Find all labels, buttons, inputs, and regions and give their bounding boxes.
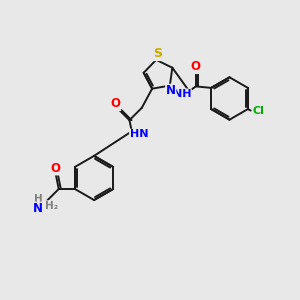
Text: N: N [166, 84, 176, 98]
Text: HN: HN [130, 129, 148, 139]
Text: O: O [111, 98, 121, 110]
Text: H: H [34, 194, 43, 204]
Text: N: N [33, 202, 43, 215]
Text: O: O [191, 61, 201, 74]
Text: O: O [51, 162, 61, 175]
Text: S: S [153, 47, 162, 60]
Text: NH: NH [173, 89, 191, 99]
Text: H₂: H₂ [45, 201, 58, 211]
Text: Cl: Cl [252, 106, 264, 116]
